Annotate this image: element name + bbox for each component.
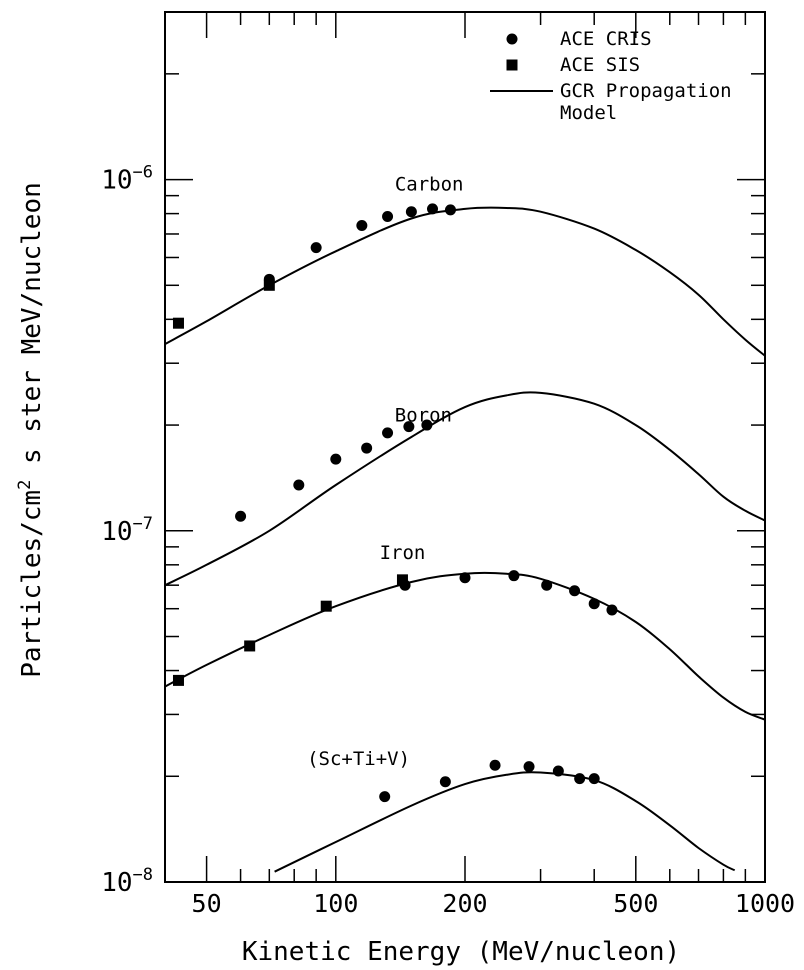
model-curve-3	[274, 771, 736, 873]
series-labels: Carbon Boron Iron (Sc+Ti+V)	[307, 174, 463, 771]
cris-point	[361, 442, 373, 454]
legend-label: ACE CRIS	[560, 28, 652, 50]
model-curve-2	[164, 571, 766, 721]
model-curve-1	[164, 391, 766, 587]
sis-point	[396, 574, 408, 586]
axes-frame-group: 50 100 200 500 1000 10−8 10−7 10−6	[101, 11, 795, 918]
cris-point	[379, 791, 391, 803]
y-axis-label: Particles/cm2 s ster MeV/nucleon	[15, 182, 47, 678]
legend-label-line2: Model	[560, 102, 617, 124]
y-tick-label: 10−8	[101, 865, 153, 898]
x-tick-label: 200	[442, 889, 487, 918]
series-label: Boron	[395, 404, 452, 426]
series-label: Iron	[380, 542, 426, 564]
cris-point	[523, 761, 535, 773]
cris-point	[439, 776, 451, 788]
cris-point	[427, 203, 439, 215]
legend-square-marker	[506, 59, 518, 71]
cris-point	[588, 598, 600, 610]
x-tick-label: 50	[192, 889, 222, 918]
sis-point	[172, 674, 184, 686]
plot-frame	[164, 11, 766, 883]
cris-point	[330, 453, 342, 465]
cris-point	[459, 572, 471, 584]
series-label: (Sc+Ti+V)	[307, 748, 410, 770]
series-label: Carbon	[395, 174, 464, 196]
model-curve-0	[164, 206, 766, 357]
cris-point	[588, 773, 600, 785]
cris-point	[382, 427, 394, 439]
cris-point	[552, 765, 564, 777]
cris-point	[293, 479, 305, 491]
model-curves	[164, 206, 766, 873]
y-tick-label: 10−7	[101, 514, 153, 547]
sis-point	[320, 600, 332, 612]
cris-point	[541, 579, 553, 591]
cris-point	[489, 759, 501, 771]
cris-point	[310, 242, 322, 254]
sis-point	[263, 279, 275, 291]
cris-point	[403, 421, 415, 433]
cris-point	[421, 419, 433, 431]
cris-point	[356, 219, 368, 231]
x-tick-label: 100	[313, 889, 358, 918]
data-points	[172, 203, 618, 803]
cris-point	[508, 570, 520, 582]
cris-point	[574, 773, 586, 785]
cris-point	[405, 206, 417, 218]
cris-point	[382, 210, 394, 222]
x-tick-label: 1000	[735, 889, 795, 918]
sis-point	[244, 640, 256, 652]
legend-label: ACE SIS	[560, 54, 640, 76]
cris-point	[569, 585, 581, 597]
sis-point	[172, 317, 184, 329]
cris-point	[235, 510, 247, 522]
cris-point	[606, 604, 618, 616]
y-tick-label: 10−6	[101, 163, 153, 196]
legend-label: GCR Propagation	[560, 80, 732, 102]
x-axis-label: Kinetic Energy (MeV/nucleon)	[242, 937, 680, 967]
cris-point	[444, 204, 456, 216]
legend-circle-marker	[506, 33, 518, 45]
x-tick-label: 500	[613, 889, 658, 918]
